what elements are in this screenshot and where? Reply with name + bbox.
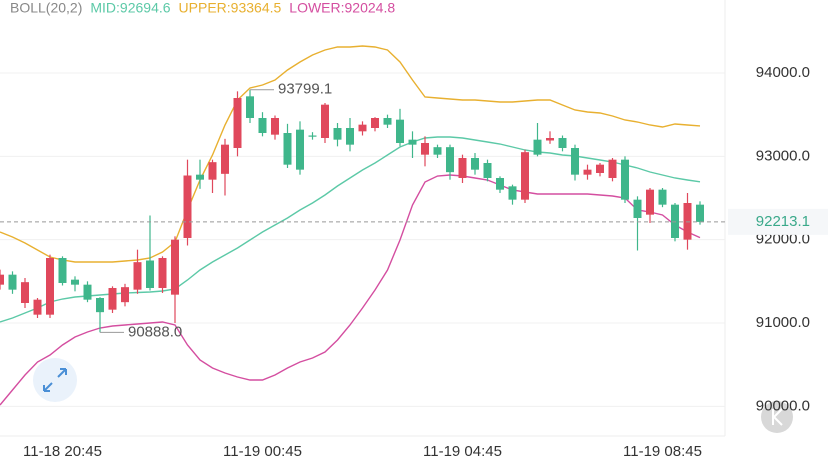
candle-body	[508, 186, 517, 200]
candle-body	[346, 128, 354, 145]
x-tick-label: 11-19 00:45	[223, 443, 302, 460]
expand-bg	[33, 358, 77, 402]
candle-body	[8, 274, 17, 290]
legend-label: UPPER:93364.5	[179, 0, 282, 16]
y-tick-label: 90000.0	[756, 397, 810, 414]
candle-body	[246, 96, 254, 118]
legend-label: LOWER:92024.8	[289, 0, 395, 16]
candle-body	[383, 118, 392, 125]
candle-body	[171, 239, 179, 295]
candle-body	[521, 152, 529, 200]
candle-body	[308, 135, 317, 137]
candle-body	[108, 288, 117, 310]
last-price-box	[728, 208, 828, 235]
candle-body	[33, 299, 42, 315]
candle-body	[208, 162, 217, 180]
candle-body	[258, 118, 267, 133]
candle-body	[158, 258, 167, 288]
candle-body	[21, 282, 29, 303]
candle-body	[283, 133, 292, 165]
candle-body	[421, 143, 429, 155]
candle-body	[358, 124, 367, 132]
candle-body	[546, 138, 554, 141]
annotation-label: 93799.1	[278, 81, 332, 98]
candle-body	[496, 178, 504, 190]
candle-body	[433, 147, 442, 155]
candle-body	[321, 104, 329, 138]
indicator-label: BOLL(20,2)	[10, 0, 82, 16]
candle-body	[483, 163, 492, 178]
y-tick-label: 93000.0	[756, 147, 810, 164]
annotation-label: 90888.0	[128, 323, 182, 340]
candle-body	[271, 118, 279, 135]
candle-body	[296, 129, 304, 170]
candle-body	[633, 199, 642, 218]
candle-body	[371, 118, 379, 128]
candle-body	[58, 258, 67, 283]
candle-body	[333, 128, 342, 140]
candle-body	[658, 189, 667, 205]
candle-body	[233, 98, 242, 148]
y-tick-label: 94000.0	[756, 64, 810, 81]
candle-body	[133, 262, 142, 290]
candle-body	[621, 159, 629, 200]
expand-button[interactable]	[33, 358, 77, 402]
candle-body	[196, 174, 204, 180]
legend-label: MID:92694.6	[90, 0, 170, 16]
candle-body	[396, 119, 404, 143]
candle-body	[146, 260, 154, 288]
candle-body	[221, 144, 229, 174]
x-tick-label: 11-19 08:45	[623, 443, 702, 460]
x-tick-label: 11-19 04:45	[423, 443, 502, 460]
candle-body	[558, 138, 567, 148]
band-line	[0, 174, 701, 406]
candle-body	[608, 159, 617, 178]
candle-body	[696, 204, 704, 222]
candle-body	[408, 139, 417, 145]
candle-body	[583, 169, 592, 175]
x-tick-label: 11-18 20:45	[23, 443, 102, 460]
last-price-label: 92213.1	[756, 213, 810, 230]
k-icon	[772, 408, 783, 426]
candle-body	[46, 258, 54, 315]
candle-body	[83, 284, 92, 300]
y-tick-label: 91000.0	[756, 314, 810, 331]
candles	[0, 89, 704, 333]
candle-body	[596, 164, 604, 173]
k-button[interactable]	[761, 401, 793, 433]
candle-body	[121, 287, 129, 303]
candle-body	[471, 158, 479, 170]
candle-body	[533, 139, 542, 155]
band-line	[0, 45, 701, 263]
candle-body	[571, 148, 579, 175]
band-line	[0, 136, 701, 323]
bands	[0, 45, 701, 406]
candle-body	[0, 274, 4, 285]
candle-body	[458, 158, 467, 178]
candle-body	[646, 189, 654, 215]
k-bg	[761, 401, 793, 433]
candle-body	[671, 204, 679, 238]
candle-body	[683, 203, 692, 240]
candle-body	[446, 147, 454, 173]
candle-body	[96, 298, 104, 313]
candle-body	[71, 279, 79, 285]
expand-icon	[43, 368, 67, 392]
candle-body	[183, 175, 192, 238]
